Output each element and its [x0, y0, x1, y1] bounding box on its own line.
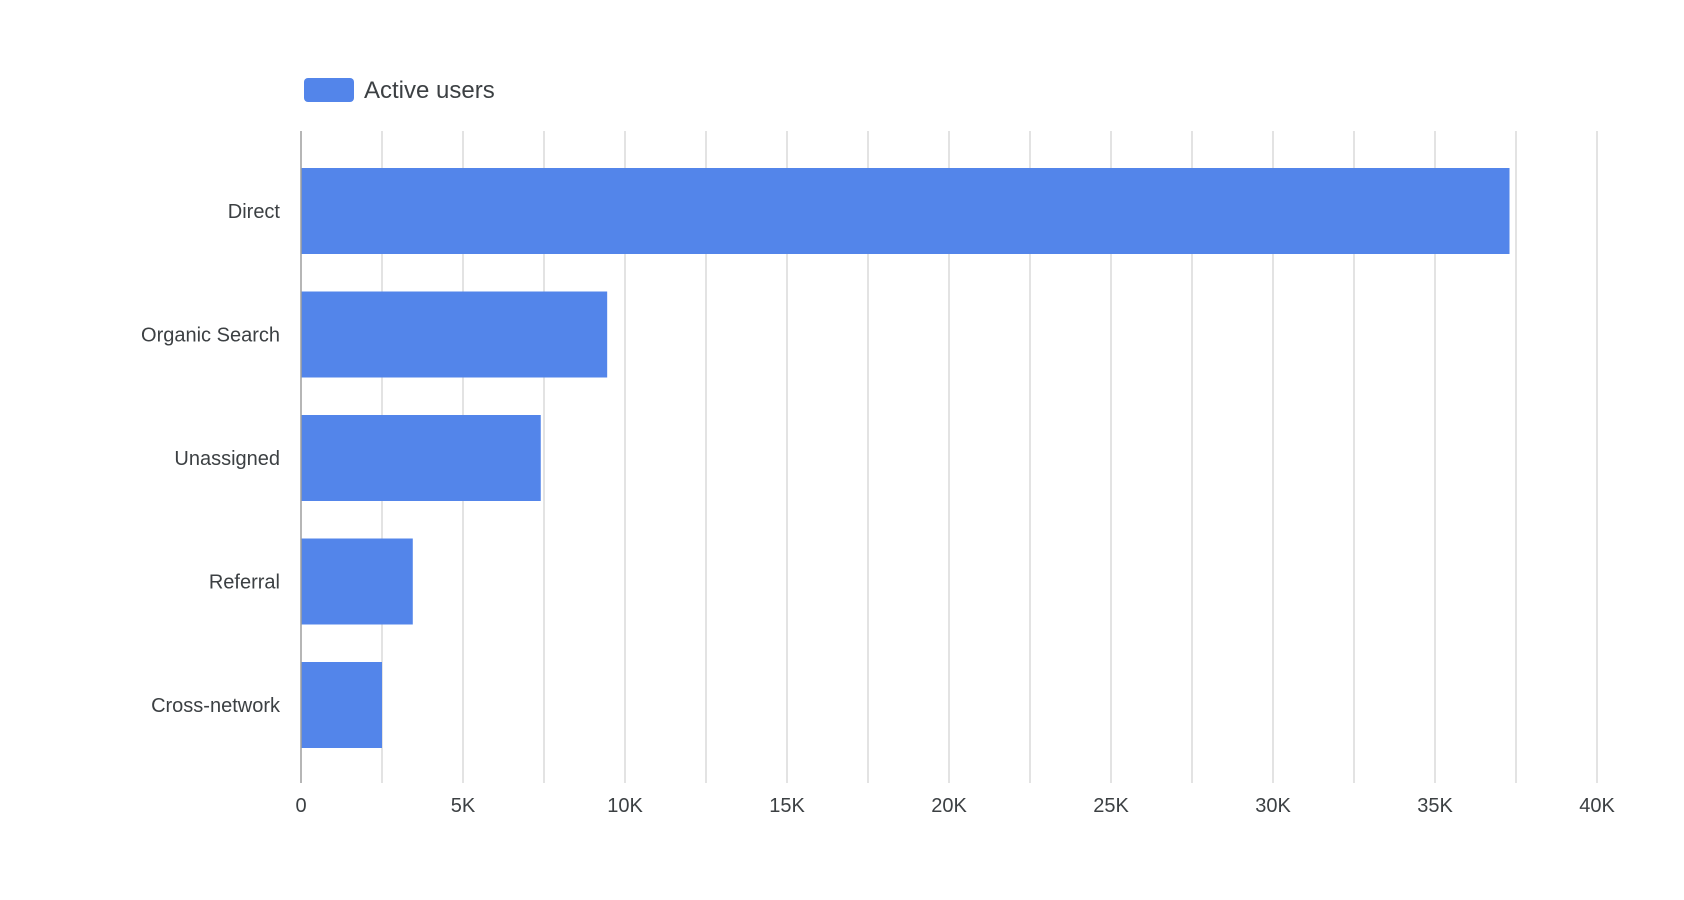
x-tick-label: 10K	[607, 795, 643, 817]
bar-cross-network[interactable]	[301, 662, 382, 748]
bar-referral[interactable]	[301, 538, 413, 625]
legend[interactable]: Active users	[304, 77, 495, 104]
x-tick-label: 35K	[1417, 795, 1453, 817]
category-label: Cross-network	[151, 695, 281, 717]
legend-label: Active users	[364, 77, 495, 104]
x-tick-label: 5K	[451, 795, 476, 817]
x-tick-label: 40K	[1579, 795, 1615, 817]
category-labels: Direct Organic Search Unassigned Referral Cr…	[141, 201, 281, 717]
legend-swatch	[304, 78, 354, 102]
category-label: Organic Search	[141, 325, 280, 347]
x-tick-label: 30K	[1255, 795, 1291, 817]
category-label: Unassigned	[174, 448, 280, 470]
x-tick-label: 20K	[931, 795, 967, 817]
x-tick-label: 15K	[769, 795, 805, 817]
category-label: Direct	[228, 201, 281, 223]
x-tick-label: 0	[295, 795, 306, 817]
bar-direct[interactable]	[301, 168, 1510, 254]
category-label: Referral	[209, 572, 280, 594]
bars	[301, 168, 1510, 748]
x-tick-label: 25K	[1093, 795, 1129, 817]
x-axis-tick-labels: 0 5K 10K 15K 20K 25K 30K 35K 40K	[295, 795, 1615, 817]
bar-unassigned[interactable]	[301, 415, 541, 501]
bar-organic-search[interactable]	[301, 291, 608, 378]
